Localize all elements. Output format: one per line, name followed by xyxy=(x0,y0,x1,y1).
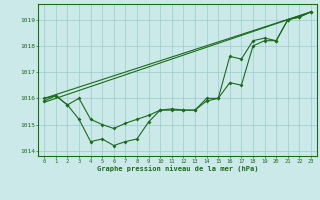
X-axis label: Graphe pression niveau de la mer (hPa): Graphe pression niveau de la mer (hPa) xyxy=(97,165,258,172)
